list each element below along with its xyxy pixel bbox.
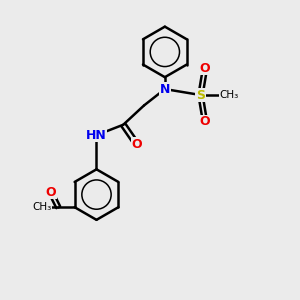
Text: O: O bbox=[200, 62, 210, 75]
Text: HN: HN bbox=[86, 129, 107, 142]
Text: CH₃: CH₃ bbox=[32, 202, 52, 212]
Text: O: O bbox=[131, 138, 142, 151]
Text: O: O bbox=[200, 115, 210, 128]
Text: O: O bbox=[46, 186, 56, 199]
Text: CH₃: CH₃ bbox=[219, 90, 239, 100]
Text: S: S bbox=[196, 88, 205, 101]
Text: N: N bbox=[160, 82, 170, 96]
